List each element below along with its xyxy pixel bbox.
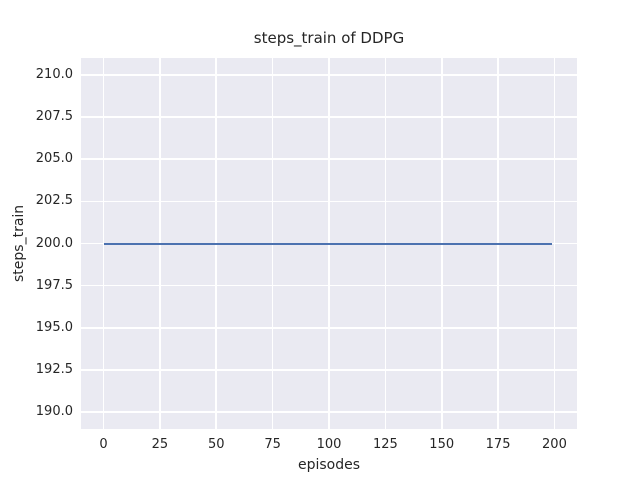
gridline-horizontal	[81, 411, 577, 413]
x-tick-label: 25	[151, 437, 169, 452]
x-tick-label: 125	[372, 437, 398, 452]
y-tick-label: 195.0	[35, 319, 73, 335]
y-tick-label: 207.5	[35, 109, 73, 125]
x-axis-label: episodes	[297, 457, 361, 473]
x-tick-label: 100	[316, 437, 342, 452]
x-tick-label: 175	[485, 437, 511, 452]
data-line-steps_train	[103, 242, 553, 245]
x-tick-label: 150	[429, 437, 455, 452]
y-tick-label: 200.0	[35, 235, 73, 251]
gridline-horizontal	[81, 158, 577, 160]
x-tick-label: 200	[542, 437, 567, 452]
x-tick-label: 50	[207, 437, 225, 452]
gridline-horizontal	[81, 369, 577, 371]
y-tick-label: 197.5	[35, 277, 73, 293]
y-tick-label: 192.5	[35, 361, 73, 377]
gridline-horizontal	[81, 116, 577, 118]
y-tick-label: 210.0	[35, 66, 73, 82]
y-tick-label: 205.0	[35, 151, 73, 167]
plot-area	[81, 58, 577, 429]
gridline-horizontal	[81, 327, 577, 329]
gridline-horizontal	[81, 284, 577, 287]
y-tick-label: 190.0	[35, 404, 73, 420]
x-tick-label: 0	[99, 437, 108, 452]
gridline-horizontal	[81, 200, 577, 203]
y-tick-label: 202.5	[35, 193, 73, 209]
chart-title: steps_train of DDPG	[253, 29, 405, 47]
x-tick-label: 75	[264, 437, 281, 452]
gridline-horizontal	[81, 74, 577, 76]
